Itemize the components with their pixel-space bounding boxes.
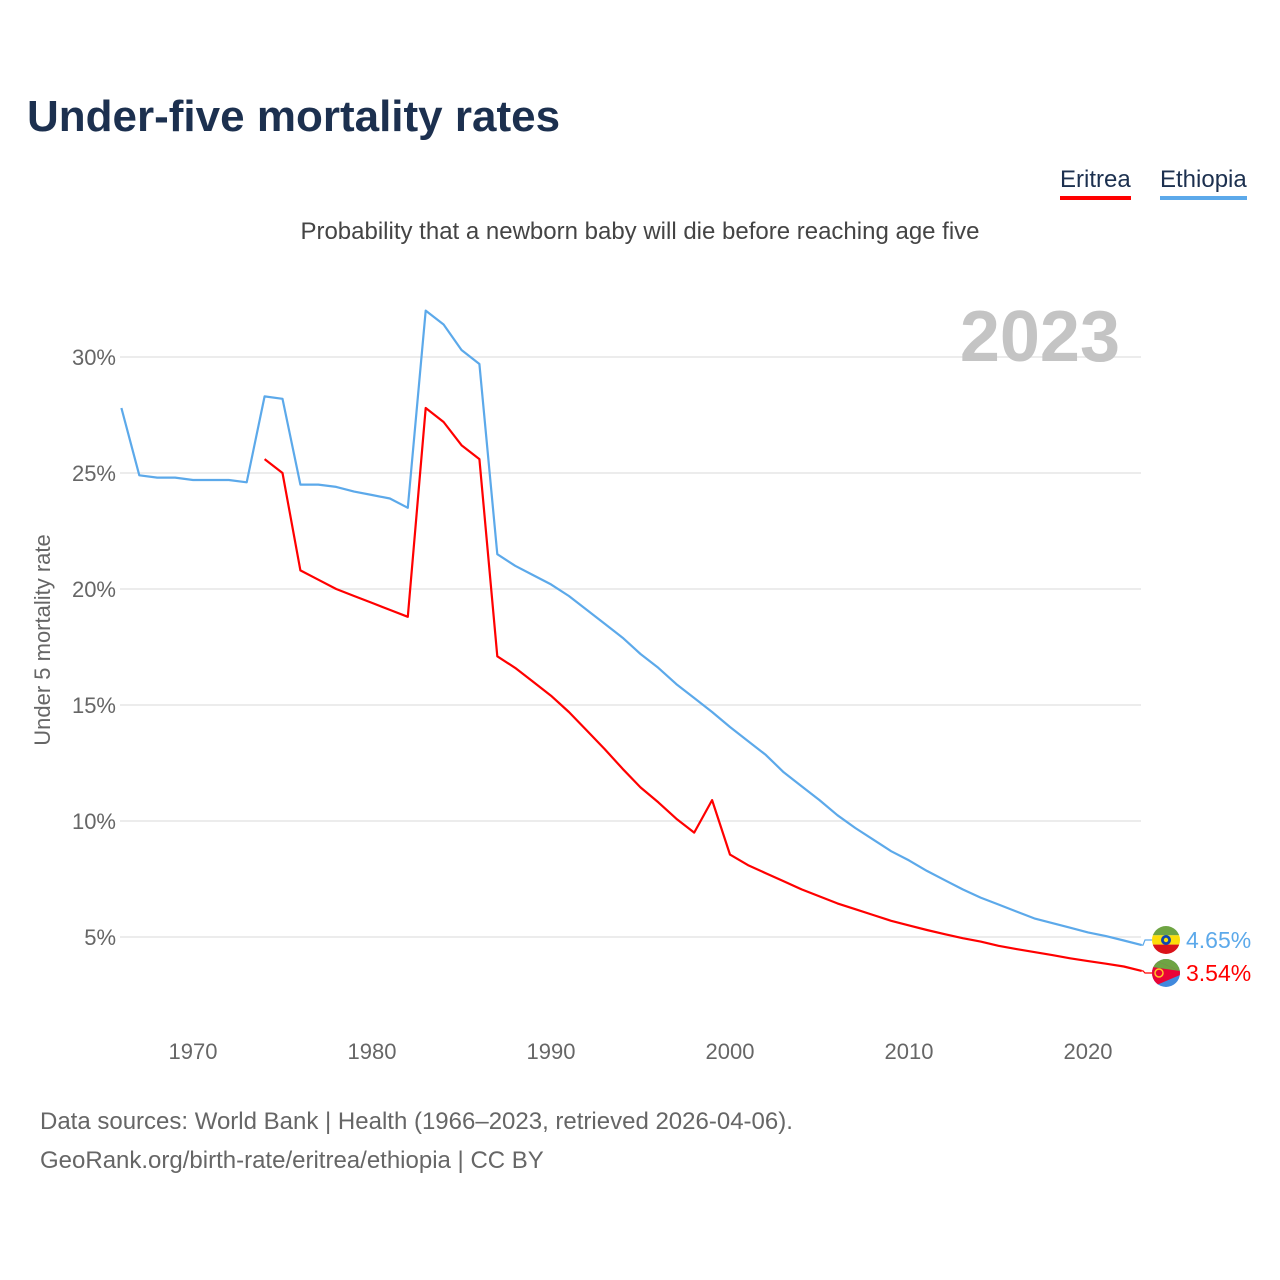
end-value-label: 3.54% [1186, 960, 1251, 986]
y-tick-label: 5% [84, 925, 116, 950]
y-tick-label: 30% [72, 345, 116, 370]
series-line-eritrea[interactable] [263, 406, 1142, 972]
source-line-1: Data sources: World Bank | Health (1966–… [40, 1108, 793, 1135]
legend-eritrea[interactable]: Eritrea [1060, 166, 1131, 200]
year-watermark: 2023 [960, 297, 1120, 377]
x-tick-label: 1980 [348, 1039, 397, 1064]
chart-subtitle: Probability that a newborn baby will die… [300, 218, 980, 245]
label-leader [1141, 939, 1152, 946]
y-tick-label: 10% [72, 809, 116, 834]
series-line-ethiopia[interactable] [120, 309, 1142, 947]
end-value-label: 4.65% [1186, 927, 1251, 953]
source-line-2[interactable]: GeoRank.org/birth-rate/eritrea/ethiopia … [40, 1147, 544, 1174]
y-tick-label: 25% [72, 461, 116, 486]
eritrea-flag-icon [1152, 959, 1180, 987]
y-tick-label: 20% [72, 577, 116, 602]
chart-title: Under-five mortality rates [27, 92, 561, 141]
legend-ethiopia[interactable]: Ethiopia [1160, 166, 1247, 200]
y-tick-label: 15% [72, 693, 116, 718]
label-leader [1141, 970, 1152, 974]
x-tick-label: 1990 [527, 1039, 576, 1064]
x-tick-label: 2010 [885, 1039, 934, 1064]
x-tick-label: 2000 [706, 1039, 755, 1064]
x-tick-label: 1970 [169, 1039, 218, 1064]
y-axis-label: Under 5 mortality rate [30, 534, 55, 746]
x-tick-label: 2020 [1064, 1039, 1113, 1064]
ethiopia-flag-icon [1152, 926, 1180, 954]
